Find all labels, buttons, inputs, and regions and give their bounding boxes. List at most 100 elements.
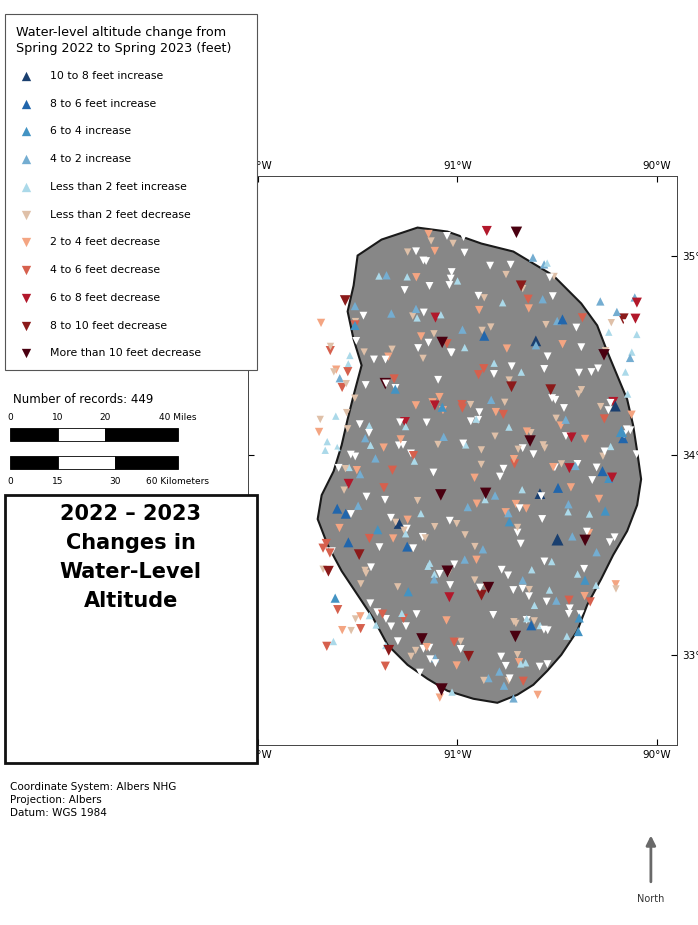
Point [549,269,560,284]
Point [343,356,354,371]
Point [599,444,610,459]
Point [410,244,422,259]
Point [336,380,348,395]
Point [581,524,593,539]
Point [504,671,515,685]
Point [380,659,391,673]
Point [452,274,463,289]
Point [21,152,32,166]
Text: More than 10 feet decrease: More than 10 feet decrease [50,349,201,358]
Point [586,473,597,487]
Point [548,460,559,475]
Point [508,691,519,706]
Point [320,563,331,578]
Point [488,608,499,623]
Point [621,422,632,437]
Point [571,320,582,335]
Point [618,431,629,446]
Point [380,492,391,507]
Point [575,607,586,622]
Text: 2 to 4 feet decrease: 2 to 4 feet decrease [50,238,160,247]
Point [512,520,523,535]
Point [336,580,347,595]
Point [424,652,436,667]
Point [322,434,333,449]
Text: Water-level altitude change from
Spring 2022 to Spring 2023 (feet): Water-level altitude change from Spring … [15,26,231,55]
Point [535,487,546,501]
Point [424,556,436,571]
Point [625,351,636,365]
Point [523,291,534,306]
Point [400,526,411,541]
Point [542,255,553,270]
Point [517,482,528,497]
Point [360,566,371,581]
Point [478,362,489,376]
Point [512,442,524,457]
Point [327,432,339,447]
Point [521,612,533,627]
Point [433,373,444,388]
Point [364,426,375,440]
Point [350,449,361,463]
Point [340,462,351,476]
Point [489,366,500,381]
Point [591,545,602,560]
Point [547,289,558,303]
Point [528,613,540,628]
Point [418,641,429,656]
Point [603,402,614,417]
Point [383,350,394,364]
Point [473,289,484,303]
Point [423,335,434,350]
Point [591,578,602,593]
Point [579,561,590,576]
Point [564,461,575,475]
Text: 60 Kilometers: 60 Kilometers [147,477,209,487]
Point [521,501,532,516]
Point [586,364,597,379]
Point [334,371,346,386]
Point [500,659,512,673]
Point [516,278,527,293]
Text: 0: 0 [8,477,13,487]
Point [600,503,611,518]
Point [536,488,547,503]
Point [551,411,562,426]
Point [390,380,401,395]
Point [387,462,398,477]
Point [341,376,352,391]
Point [595,311,606,326]
Point [434,690,445,705]
Point [316,414,327,429]
Point [420,253,431,268]
Point [387,531,399,546]
Point [386,306,397,321]
Point [556,456,567,471]
Point [446,265,457,279]
Point [320,443,331,458]
Point [540,317,551,332]
Point [328,364,339,379]
Point [427,395,438,410]
Point [508,451,519,466]
Point [506,379,517,394]
Point [509,457,520,472]
Bar [6,495,257,763]
Point [574,610,585,625]
Point [618,426,630,441]
Point [21,290,32,305]
Point [524,589,535,604]
Point [346,507,357,522]
Point [396,606,408,621]
Point [21,263,32,278]
Point [315,315,327,330]
Text: Less than 2 feet decrease: Less than 2 feet decrease [50,210,191,219]
Point [497,295,508,310]
Point [585,595,596,610]
Point [355,622,366,636]
Point [605,439,616,454]
Point [429,327,440,341]
Point [328,635,339,649]
Point [350,314,361,329]
